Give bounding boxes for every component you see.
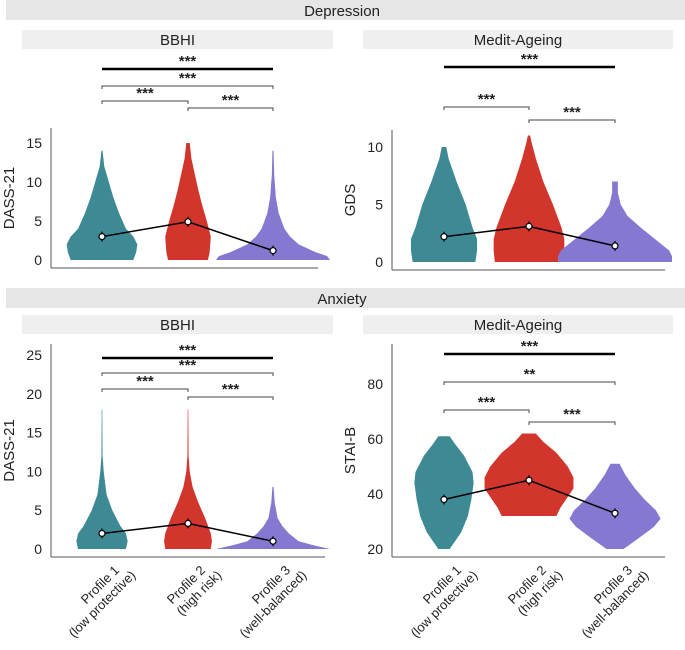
significance-label: *** [179,53,197,70]
significance-label: *** [478,91,496,108]
section-header-anxiety: Anxiety [317,291,367,308]
y-axis-label: DASS-21 [1,419,18,482]
panel-title: BBHI [160,32,195,49]
panel-title-bg [22,30,333,49]
significance-bracket [187,107,274,111]
violin-profile-1 [66,150,138,260]
y-tick-label: 15 [26,135,42,151]
mean-point-profile-2 [525,222,533,230]
violin-profile-1 [76,409,128,549]
violin-profile-3 [569,463,661,549]
significance-bracket [101,100,189,104]
significance-label: *** [521,338,539,355]
panel-title: Medit-Ageing [474,317,562,334]
violin-profile-2 [164,409,212,549]
significance-label: *** [136,373,154,390]
violin-profile-3 [216,150,330,260]
violin-profile-2 [484,433,574,516]
y-tick-label: 80 [367,376,383,392]
mean-point-profile-3 [611,509,619,517]
mean-point-profile-1 [440,495,448,504]
mean-point-profile-1 [98,529,106,538]
violin-profile-3 [216,486,330,549]
significance-label: *** [222,92,240,109]
violin-profile-2 [165,143,211,260]
y-axis-label: STAI-B [342,427,359,474]
y-tick-label: 60 [367,431,383,447]
y-axis-label: DASS-21 [1,167,18,230]
significance-bracket [443,106,530,110]
panel-title-bg [363,30,673,49]
panel-title-bg [363,315,673,334]
y-axis-label: GDS [342,184,359,217]
x-tick-label: Profile 1(low protective) [55,557,139,641]
significance-bracket [187,396,274,400]
significance-label: *** [563,104,581,121]
y-tick-label: 20 [367,541,383,557]
y-tick-label: 20 [26,386,42,402]
section-header-bg-depression [6,0,685,20]
section-header-bg-anxiety [6,288,685,308]
section-header-depression: Depression [304,3,380,20]
mean-point-profile-1 [440,233,448,241]
significance-bracket [101,85,274,89]
mean-point-profile-3 [269,537,277,545]
y-tick-label: 5 [375,197,383,213]
panel-3: Medit-Ageing20406080STAI-B***********Pro… [342,315,673,640]
mean-point-profile-2 [525,476,533,484]
significance-label: *** [563,406,581,423]
y-tick-label: 15 [26,425,42,441]
panel-1: Medit-Ageing 0 5 10 GDS *** *** *** [342,30,673,271]
x-tick-label: Profile 2(high risk) [163,557,225,619]
significance-label: *** [521,51,539,68]
y-tick-label: 5 [34,213,42,229]
y-tick-label: 0 [34,541,42,557]
y-tick-label: 10 [26,463,42,479]
panel-title: BBHI [160,317,195,334]
significance-label: *** [136,85,154,102]
mean-point-profile-2 [184,218,192,226]
significance-bracket [101,372,274,376]
y-tick-label: 25 [26,347,42,363]
x-tick-label: Profile 1(low protective) [397,557,481,641]
mean-point-profile-3 [611,242,619,250]
violin-profile-3 [558,181,672,262]
panel-title-bg [22,315,333,334]
panel-title: Medit-Ageing [474,32,562,49]
y-tick-label: 10 [367,139,383,155]
violin-profile-1 [410,147,478,262]
mean-point-profile-1 [98,233,106,241]
x-tick-label: Profile 3(well-balanced) [226,557,310,641]
x-tick-label: Profile 2(high risk) [504,557,566,619]
y-tick-label: 10 [26,174,42,190]
violin-profile-2 [493,135,565,262]
significance-bracket [443,381,616,385]
y-tick-label: 0 [34,252,42,268]
significance-label: ** [524,366,536,383]
y-tick-label: 40 [367,486,383,502]
significance-bracket [101,388,189,392]
mean-point-profile-2 [184,519,192,527]
y-tick-label: 5 [34,502,42,518]
x-tick-label: Profile 3(well-balanced) [568,557,652,641]
significance-bracket [443,409,530,413]
violin-profile-1 [414,436,474,549]
mean-point-profile-3 [269,247,277,255]
significance-label: *** [478,394,496,411]
significance-bracket [528,119,616,123]
significance-label: *** [179,342,197,359]
significance-bracket [528,421,616,425]
y-tick-label: 0 [375,254,383,270]
significance-label: *** [179,70,197,87]
significance-label: *** [179,357,197,374]
significance-label: *** [222,381,240,398]
